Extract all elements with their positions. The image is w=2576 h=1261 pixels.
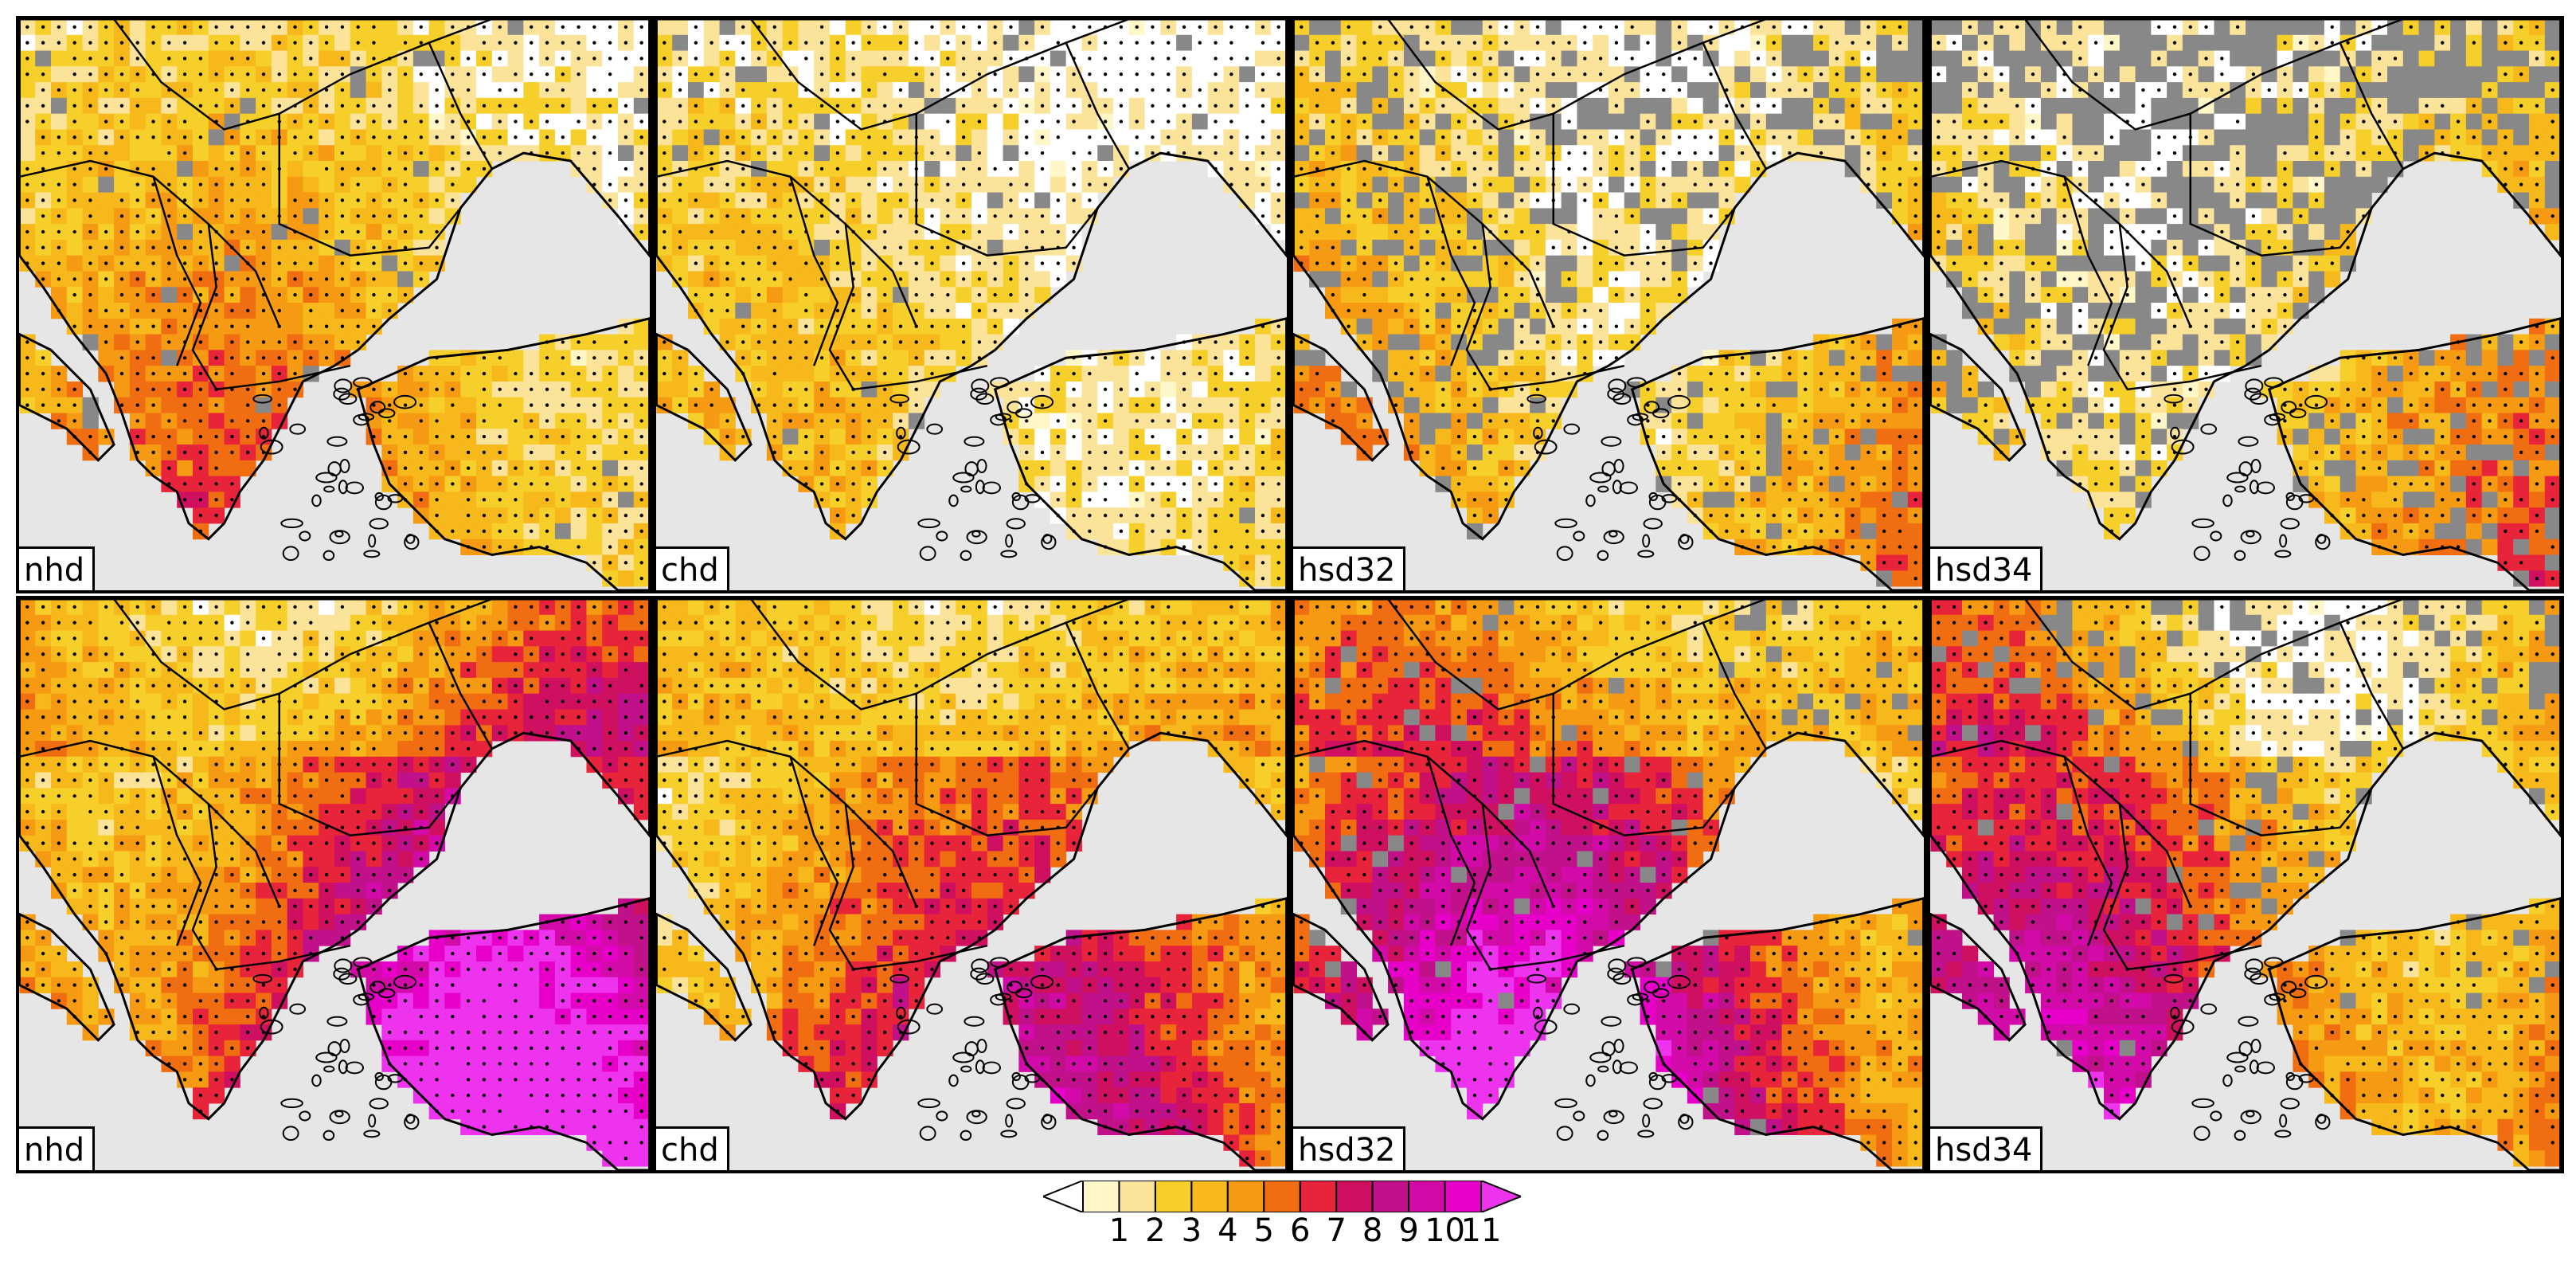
colorbar-box <box>1154 1181 1193 1212</box>
colorbar-tick-label: 1 <box>1108 1212 1130 1249</box>
colorbar-box <box>1226 1181 1265 1212</box>
map-panel-hsd32-row2: hsd32 <box>1290 596 1927 1173</box>
coastlines-and-borders <box>1930 19 2561 590</box>
panel-label: hsd34 <box>1930 1126 2043 1170</box>
map-panel-chd-row2: chd <box>653 596 1290 1173</box>
colorbar-tick-label: 6 <box>1289 1212 1311 1249</box>
map-panel-hsd32-row1: hsd32 <box>1290 16 1927 593</box>
coastlines-and-borders <box>1930 599 2561 1170</box>
coastlines-and-borders <box>19 599 650 1170</box>
map-field <box>1930 599 2561 1170</box>
map-field <box>656 599 1287 1170</box>
colorbar <box>1043 1181 1521 1212</box>
panel-label: nhd <box>19 1126 96 1170</box>
panel-label: nhd <box>19 546 96 590</box>
map-field <box>656 19 1287 590</box>
colorbar-tick-label: 5 <box>1253 1212 1274 1249</box>
panel-label: hsd32 <box>1293 1126 1406 1170</box>
map-panel-hsd34-row1: hsd34 <box>1927 16 2564 593</box>
map-panel-grid: nhd chd hsd32 hsd34 nhd chd hsd32 hsd34 <box>16 16 2564 1173</box>
colorbar-box <box>1118 1181 1156 1212</box>
coastlines-and-borders <box>656 599 1287 1170</box>
coastlines-and-borders <box>1293 599 1924 1170</box>
colorbar-box <box>1263 1181 1301 1212</box>
colorbar-over-arrow <box>1480 1181 1521 1212</box>
colorbar-box <box>1299 1181 1338 1212</box>
significance-stipple <box>1937 25 2555 581</box>
colorbar-tick-label: 2 <box>1145 1212 1166 1249</box>
colorbar-tick-label: 8 <box>1362 1212 1383 1249</box>
panel-label: hsd34 <box>1930 546 2043 590</box>
map-field <box>19 19 650 590</box>
map-field <box>1293 599 1924 1170</box>
colorbar-box <box>1335 1181 1374 1212</box>
colorbar-box <box>1408 1181 1446 1212</box>
map-field <box>1930 19 2561 590</box>
map-panel-nhd-row1: nhd <box>16 16 653 593</box>
colorbar-box <box>1190 1181 1229 1212</box>
significance-stipple <box>1300 25 1917 581</box>
coastlines-and-borders <box>1293 19 1924 590</box>
colorbar-tick-label: 3 <box>1181 1212 1202 1249</box>
panel-label: chd <box>656 1126 729 1170</box>
coastlines-and-borders <box>19 19 650 590</box>
colorbar-tick-label: 10 <box>1425 1212 1465 1249</box>
colorbar-tick-label: 7 <box>1326 1212 1347 1249</box>
significance-stipple <box>1300 605 1917 1161</box>
map-field <box>19 599 650 1170</box>
colorbar-tick-label: 4 <box>1218 1212 1238 1249</box>
map-panel-hsd34-row2: hsd34 <box>1927 596 2564 1173</box>
map-panel-chd-row1: chd <box>653 16 1290 593</box>
panel-label: hsd32 <box>1293 546 1406 590</box>
panel-label: chd <box>656 546 729 590</box>
map-field <box>1293 19 1924 590</box>
coastlines-and-borders <box>656 19 1287 590</box>
colorbar-tick-label: 9 <box>1398 1212 1419 1249</box>
colorbar-under-arrow <box>1043 1181 1084 1212</box>
colorbar-box <box>1371 1181 1410 1212</box>
colorbar-tick-label: 11 <box>1460 1212 1502 1249</box>
colorbar-box <box>1444 1181 1482 1212</box>
colorbar-box <box>1082 1181 1120 1212</box>
map-panel-nhd-row2: nhd <box>16 596 653 1173</box>
colorbar-tick-labels: 1 2 3 4 5 6 7 8 9 10 11 <box>1043 1212 1521 1252</box>
